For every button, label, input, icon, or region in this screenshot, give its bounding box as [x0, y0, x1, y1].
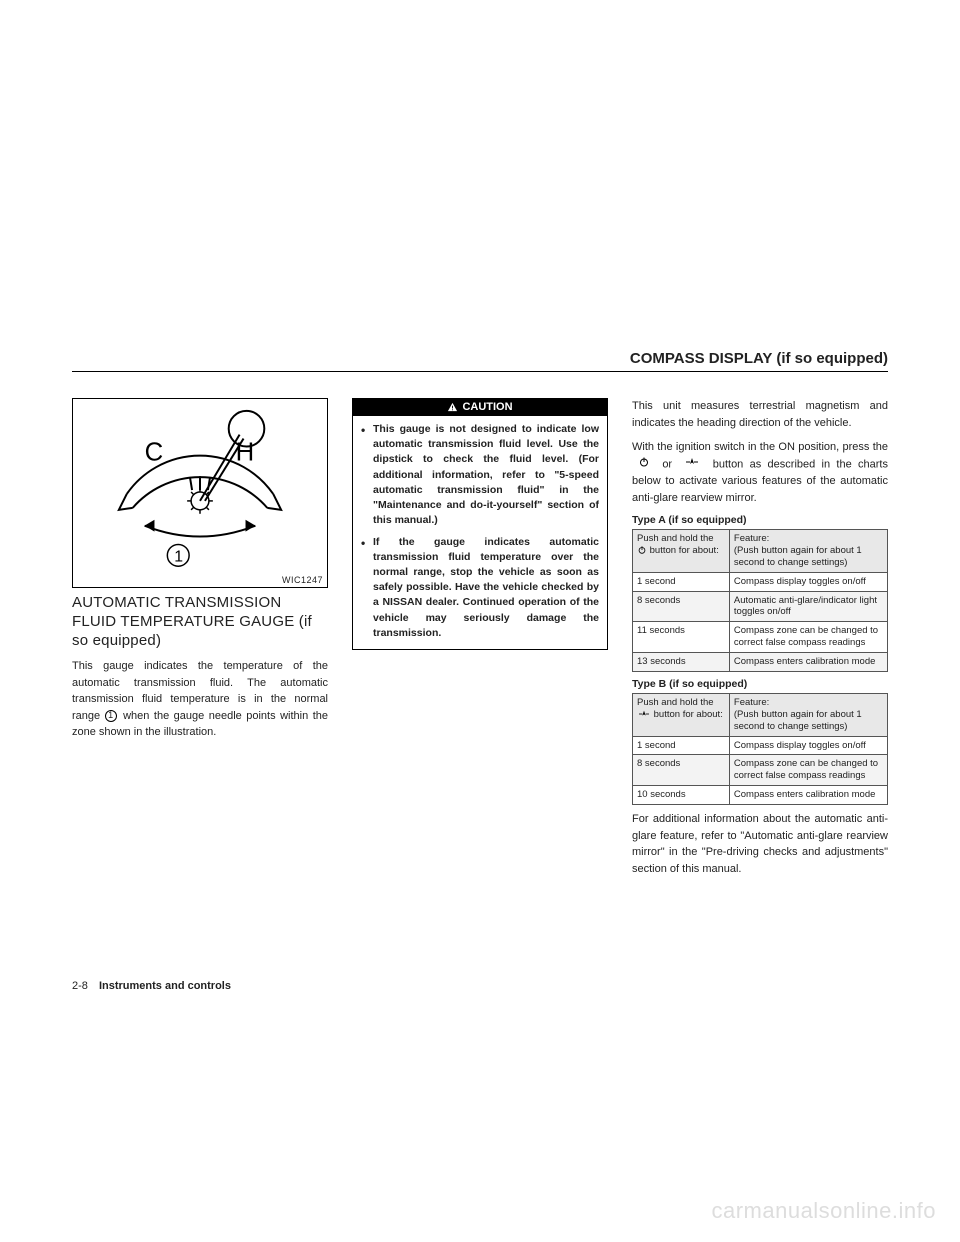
type-a-label: Type A (if so equipped) [632, 514, 888, 526]
caution-box: CAUTION This gauge is not designed to in… [352, 398, 608, 650]
compass-p2: With the ignition switch in the ON posit… [632, 439, 888, 506]
tB-h1: Feature:(Push button again for about 1 s… [729, 693, 887, 736]
tA-r3c0: 13 seconds [633, 653, 730, 672]
gauge-figure: C H 1 WIC1247 [72, 398, 328, 588]
caution-bullet-1: This gauge is not designed to indicate l… [361, 422, 599, 529]
caution-body: This gauge is not designed to indicate l… [352, 416, 608, 650]
compass-p1: This unit measures terrestrial magnetism… [632, 398, 888, 431]
tA-r2c1: Compass zone can be changed to correct f… [729, 622, 887, 653]
caution-label: CAUTION [462, 401, 512, 413]
section-header: COMPASS DISPLAY (if so equipped) [72, 350, 888, 372]
tB-r1c0: 8 seconds [633, 755, 730, 786]
caution-bullet-2: If the gauge indicates automatic transmi… [361, 535, 599, 642]
tA-r1c0: 8 seconds [633, 591, 730, 622]
gauge-description: This gauge indicates the temperature of … [72, 658, 328, 741]
tB-r2c0: 10 seconds [633, 786, 730, 805]
page-footer: 2-8 Instruments and controls [72, 980, 231, 992]
gauge-letter-c: C [145, 438, 164, 466]
column-center: CAUTION This gauge is not designed to in… [352, 398, 608, 885]
tA-r0c0: 1 second [633, 572, 730, 591]
p2-pre: With the ignition switch in the ON posit… [632, 441, 888, 453]
type-b-label: Type B (if so equipped) [632, 678, 888, 690]
column-left: C H 1 WIC1247 AUTOMATIC TRANSMISSION FLU… [72, 398, 328, 885]
page-number: 2-8 [72, 980, 88, 992]
table-type-b: Push and hold the button for about: Feat… [632, 693, 888, 805]
content-columns: C H 1 WIC1247 AUTOMATIC TRANSMISSION FLU… [72, 398, 888, 885]
tB-r2c1: Compass enters calibration mode [729, 786, 887, 805]
table-type-a: Push and hold the button for about: Feat… [632, 529, 888, 672]
tA-r0c1: Compass display toggles on/off [729, 572, 887, 591]
gauge-letter-h: H [236, 438, 255, 466]
tB-r0c0: 1 second [633, 736, 730, 755]
power-icon [638, 456, 650, 474]
gauge-callout-1: 1 [174, 548, 183, 565]
tB-r1c1: Compass zone can be changed to correct f… [729, 755, 887, 786]
column-right: This unit measures terrestrial magnetism… [632, 398, 888, 885]
tA-r3c1: Compass enters calibration mode [729, 653, 887, 672]
warning-icon [447, 402, 458, 413]
tB-h0: Push and hold the button for about: [633, 693, 730, 736]
figure-label: WIC1247 [282, 575, 323, 585]
gauge-illustration: C H 1 [73, 399, 327, 587]
watermark: carmanualsonline.info [711, 1198, 936, 1224]
tA-r1c1: Automatic anti-glare/indicator light tog… [729, 591, 887, 622]
tA-h1: Feature:(Push button again for about 1 s… [729, 530, 887, 573]
compass-icon [684, 456, 700, 474]
tA-h0: Push and hold the button for about: [633, 530, 730, 573]
caution-title-bar: CAUTION [352, 398, 608, 416]
compass-p3: For additional information about the aut… [632, 811, 888, 877]
gauge-subheading: AUTOMATIC TRANSMISSION FLUID TEMPERATURE… [72, 594, 328, 650]
p2-mid: or [662, 458, 672, 470]
footer-section: Instruments and controls [99, 980, 231, 992]
tB-r0c1: Compass display toggles on/off [729, 736, 887, 755]
tA-r2c0: 11 seconds [633, 622, 730, 653]
circled-one-inline: 1 [105, 710, 117, 722]
